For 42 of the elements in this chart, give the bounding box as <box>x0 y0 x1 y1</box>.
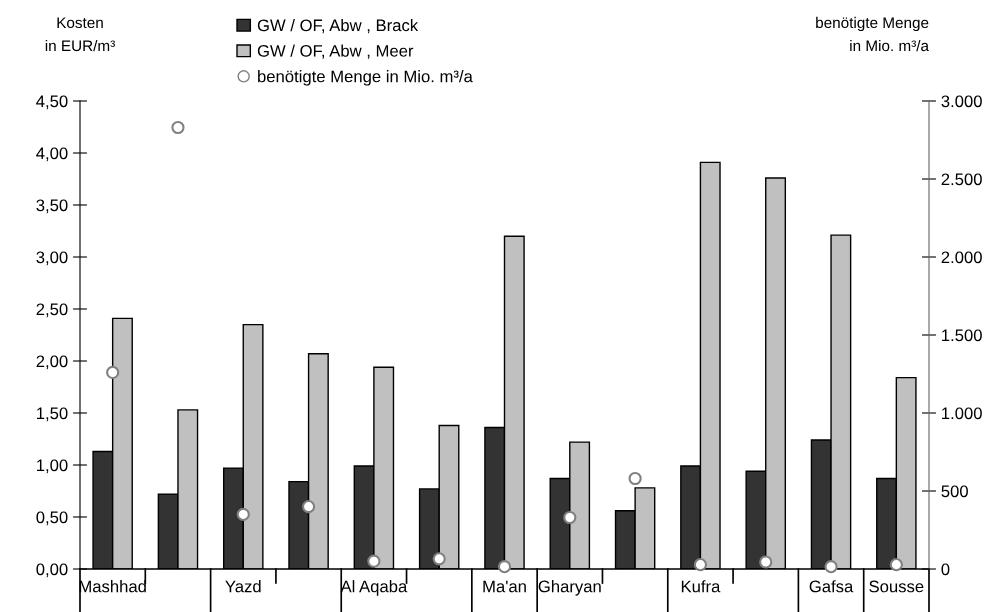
point <box>236 507 250 521</box>
y-tick-label: 0,00 <box>36 563 68 578</box>
point <box>106 365 120 380</box>
x-tick-label: Kufra <box>681 580 721 593</box>
point <box>367 554 381 568</box>
y-tick-label: 1,00 <box>37 459 68 474</box>
y-axis-title: Kosten in EUR/m³ <box>45 17 115 52</box>
point <box>497 560 512 574</box>
legend-label: benötigte Menge in Mio. m³/a <box>258 70 473 86</box>
point <box>432 552 446 566</box>
y2-tick-label: 0 <box>941 563 950 576</box>
y2-tick-label: 500 <box>941 485 968 498</box>
x-tick-label: Al Aqaba <box>340 580 408 596</box>
y-tick-label: 4,50 <box>36 95 68 110</box>
legend-label: GW / OF, Abw , Brack <box>257 19 419 34</box>
point <box>563 510 577 525</box>
y2-tick-label: 3.000 <box>941 95 982 108</box>
point <box>759 555 773 569</box>
x-tick-label: Sousse <box>869 580 924 593</box>
y2-tick-label: 1.000 <box>942 407 982 420</box>
y-tick-label: 4,00 <box>36 147 68 162</box>
y-tick-label: 2,50 <box>36 303 68 318</box>
point <box>889 558 903 572</box>
x-tick-label: Gharyan <box>538 580 601 596</box>
point <box>693 558 708 572</box>
x-tick-label: Ma'an <box>483 580 526 593</box>
point <box>301 500 316 514</box>
y-tick-label: 0,50 <box>36 511 68 526</box>
y2-tick-label: 2.500 <box>941 173 982 186</box>
point <box>628 471 642 486</box>
y-tick-label: 1,50 <box>37 407 68 422</box>
x-tick-label: Gafsa <box>809 580 854 593</box>
legend-label: GW / OF, Abw , Meer <box>257 44 414 59</box>
y2-tick-label: 2.000 <box>941 251 982 264</box>
y-tick-label: 2,00 <box>36 355 68 370</box>
y2-axis-title: benötigte Menge in Mio. m³/a <box>816 16 929 52</box>
point <box>171 120 185 135</box>
y-tick-label: 3,50 <box>36 199 68 214</box>
y2-tick-label: 1.500 <box>942 329 982 342</box>
point <box>824 560 838 574</box>
y-tick-label: 3,00 <box>36 251 68 266</box>
x-tick-label: Yazd <box>225 580 261 593</box>
